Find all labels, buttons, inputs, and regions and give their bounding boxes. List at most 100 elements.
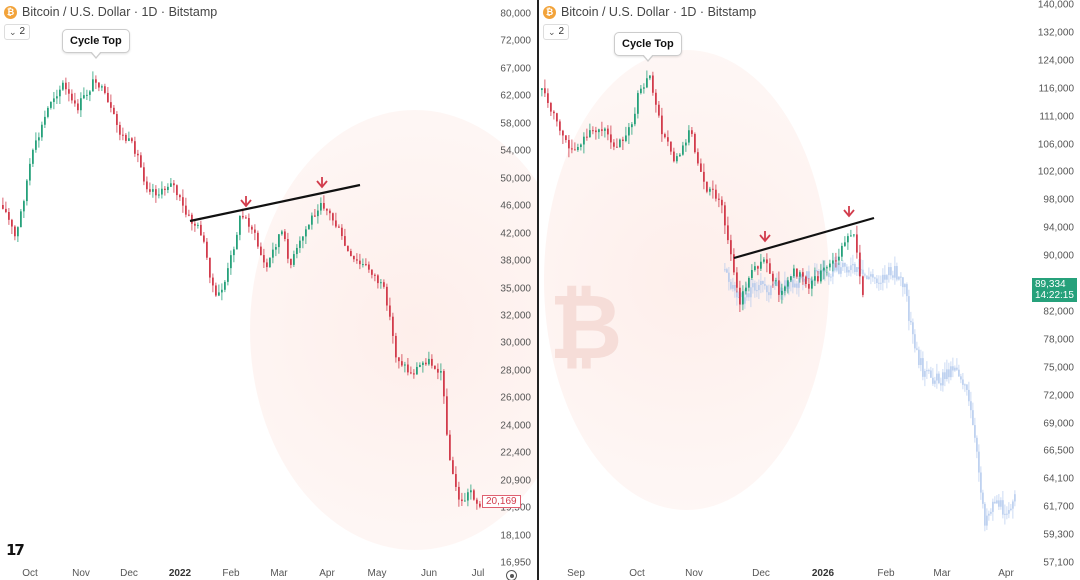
- bitcoin-watermark-glyph: ₿: [549, 275, 623, 380]
- price-tick-label: 102,000: [1037, 166, 1074, 178]
- collapse-indicators-button[interactable]: ⌄ 2: [4, 24, 31, 40]
- price-scale[interactable]: 140,000 132,000 124,000 116,000 111,000 106,0…: [1027, 0, 1080, 569]
- candle: [152, 183, 154, 198]
- projection-candle: [872, 268, 874, 282]
- projection-candle: [946, 359, 948, 382]
- candle: [565, 134, 567, 143]
- tradingview-logo-icon[interactable]: 17: [6, 541, 25, 559]
- left-price-plot[interactable]: [0, 0, 537, 580]
- right-price-plot[interactable]: [539, 0, 1080, 580]
- candle: [625, 126, 627, 143]
- candle: [38, 132, 40, 148]
- candle: [568, 135, 570, 158]
- collapse-indicators-button[interactable]: ⌄ 2: [543, 24, 570, 40]
- candle: [8, 208, 10, 225]
- candle: [92, 71, 94, 92]
- projection-candle: [856, 267, 858, 277]
- price-tick-label: 82,000: [1043, 306, 1074, 318]
- candle: [314, 208, 316, 218]
- price-tick-label: 57,100: [1043, 557, 1074, 569]
- candle: [838, 248, 840, 266]
- projection-candle: [874, 276, 876, 285]
- projection-candle: [726, 267, 728, 273]
- projection-candle: [982, 489, 984, 509]
- candle: [577, 143, 579, 152]
- symbol-header[interactable]: ₿ Bitcoin / U.S. Dollar · 1D · Bitstamp: [4, 5, 217, 19]
- candle: [703, 163, 705, 190]
- candle: [260, 242, 262, 256]
- candle: [287, 232, 289, 264]
- projection-candle: [934, 376, 936, 388]
- candle: [556, 112, 558, 127]
- candle: [233, 246, 235, 263]
- projection-candle: [998, 494, 1000, 510]
- candle: [428, 351, 430, 366]
- candle: [284, 229, 286, 242]
- cycle-top-callout: Cycle Top: [614, 32, 682, 62]
- candle: [356, 253, 358, 264]
- projection-candle: [828, 271, 830, 285]
- projection-candle: [738, 291, 740, 299]
- projection-candle: [798, 275, 800, 297]
- candle: [365, 258, 367, 267]
- price-tick-label: 66,500: [1043, 445, 1074, 457]
- price-tick-label: 98,000: [1043, 194, 1074, 206]
- projection-candle: [962, 372, 964, 390]
- candle: [77, 99, 79, 114]
- projection-candle: [970, 391, 972, 419]
- candle: [541, 88, 543, 97]
- projection-candle: [1012, 499, 1014, 519]
- candle: [682, 141, 684, 156]
- candle: [646, 70, 648, 89]
- candle: [847, 233, 849, 250]
- projection-candle: [744, 289, 746, 309]
- candle: [553, 110, 555, 120]
- candle: [622, 136, 624, 150]
- price-scale[interactable]: 80,000 72,000 67,000 62,000 58,000 54,000 50,0…: [485, 0, 537, 569]
- time-scale[interactable]: Sep Oct Nov Dec 2026 Feb Mar Apr: [539, 565, 1027, 580]
- candle: [727, 216, 729, 245]
- projection-candle: [756, 281, 758, 298]
- projection-candle: [842, 260, 844, 272]
- current-price-tag: 89,334 14:22:15: [1032, 278, 1077, 302]
- candle: [140, 152, 142, 168]
- projection-candle: [740, 292, 742, 305]
- projection-candle: [912, 318, 914, 344]
- gear-icon[interactable]: [506, 570, 517, 580]
- candle: [799, 270, 801, 283]
- projection-candle: [866, 275, 868, 280]
- candle: [760, 253, 762, 271]
- candle: [389, 297, 391, 321]
- candle: [374, 273, 376, 282]
- price-tick-label: 24,000: [500, 420, 531, 432]
- candle: [65, 77, 67, 95]
- projection-candle: [988, 510, 990, 521]
- candle: [263, 248, 265, 268]
- resistance-trendline[interactable]: [189, 183, 361, 223]
- candle: [559, 119, 561, 136]
- projection-candle: [954, 365, 956, 372]
- candle: [245, 215, 247, 219]
- projection-candle: [960, 373, 962, 384]
- candle: [574, 142, 576, 151]
- price-tick-label: 72,000: [500, 35, 531, 47]
- candle: [685, 139, 687, 152]
- projection-candle: [752, 279, 754, 294]
- right-chart-panel[interactable]: ₿ ₿ Bitcoin / U.S. Dollar · 1D · Bitstam…: [539, 0, 1080, 580]
- candle: [44, 110, 46, 128]
- candle: [212, 273, 214, 293]
- candle: [544, 79, 546, 98]
- time-tick-label: Nov: [72, 568, 90, 579]
- resistance-trendline[interactable]: [733, 216, 875, 260]
- projection-candle: [894, 256, 896, 285]
- projection-candle: [964, 383, 966, 392]
- projection-candle: [896, 262, 898, 282]
- symbol-title: Bitcoin / U.S. Dollar · 1D · Bitstamp: [22, 5, 218, 19]
- time-scale[interactable]: Oct Nov Dec 2022 Feb Mar Apr May Jun Jul: [0, 565, 485, 580]
- projection-candle: [852, 254, 854, 274]
- candle: [416, 362, 418, 375]
- candle: [311, 212, 313, 230]
- symbol-header[interactable]: ₿ Bitcoin / U.S. Dollar · 1D · Bitstamp: [543, 5, 756, 19]
- candle: [317, 204, 319, 224]
- left-chart-panel[interactable]: ₿ Bitcoin / U.S. Dollar · 1D · Bitstamp …: [0, 0, 539, 580]
